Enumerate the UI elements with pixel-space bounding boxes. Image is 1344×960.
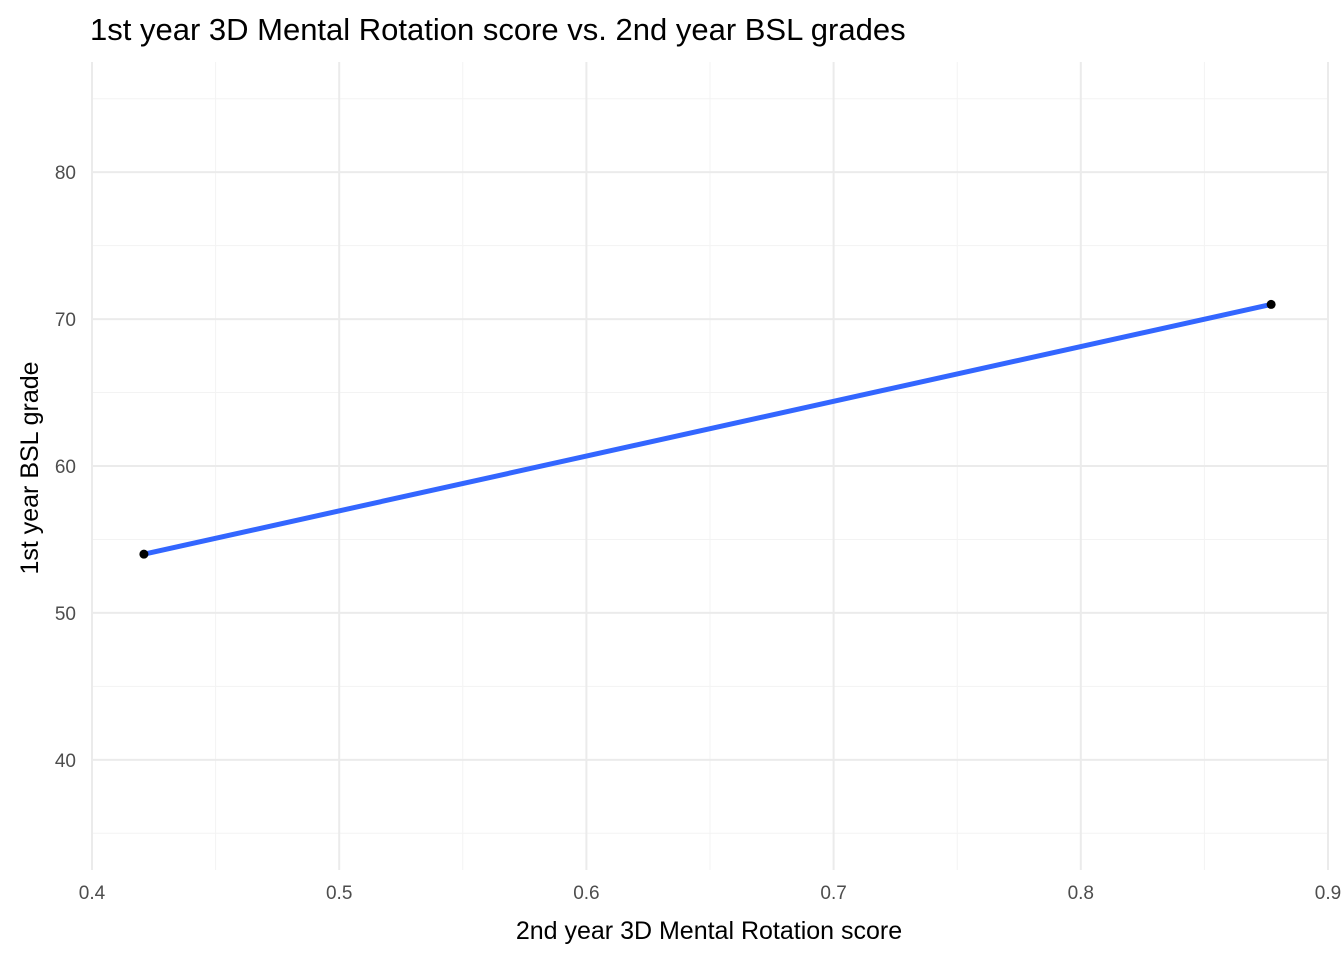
chart-title: 1st year 3D Mental Rotation score vs. 2n… bbox=[90, 12, 906, 47]
x-tick-label: 0.7 bbox=[820, 883, 846, 904]
x-tick-label: 0.4 bbox=[79, 883, 106, 904]
x-tick-label: 0.6 bbox=[573, 883, 599, 904]
data-point bbox=[139, 549, 149, 559]
y-tick-label: 80 bbox=[55, 163, 76, 184]
y-tick-labels: 40 50 60 70 80 bbox=[55, 163, 76, 772]
y-tick-label: 70 bbox=[55, 310, 76, 331]
x-tick-label: 0.8 bbox=[1068, 883, 1094, 904]
x-tick-labels: 0.4 0.5 0.6 0.7 0.8 0.9 bbox=[79, 883, 1341, 904]
y-axis-title: 1st year BSL grade bbox=[16, 361, 44, 574]
data-point bbox=[1266, 299, 1276, 309]
y-tick-label: 50 bbox=[55, 604, 76, 625]
y-tick-label: 60 bbox=[55, 457, 76, 478]
x-tick-label: 0.9 bbox=[1315, 883, 1341, 904]
fit-line bbox=[141, 301, 1274, 557]
major-gridlines bbox=[91, 62, 1329, 870]
x-axis-title: 2nd year 3D Mental Rotation score bbox=[516, 917, 902, 945]
fit-line-layer bbox=[141, 301, 1274, 557]
points-layer bbox=[139, 299, 1276, 559]
x-tick-label: 0.5 bbox=[326, 883, 352, 904]
y-tick-label: 40 bbox=[55, 751, 76, 772]
